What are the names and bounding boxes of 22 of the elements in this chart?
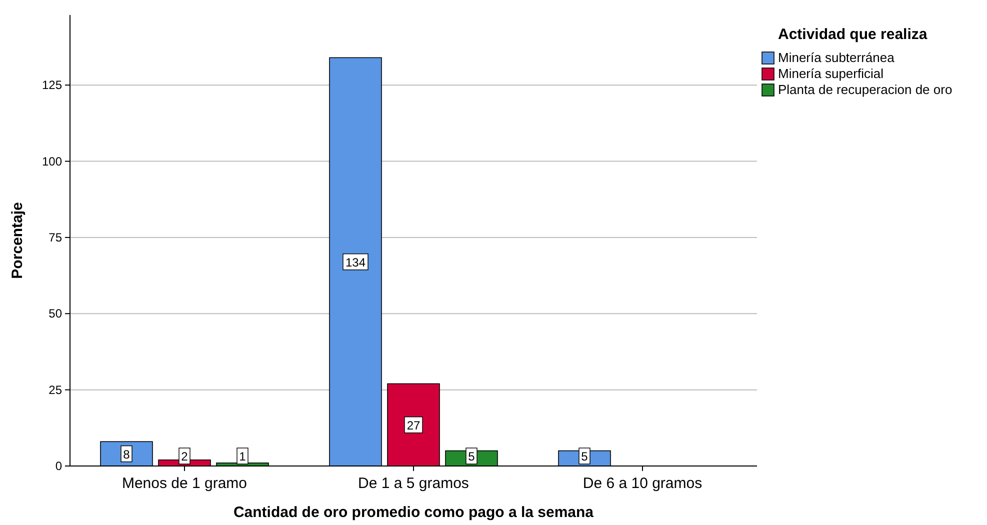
legend-label: Minería subterránea bbox=[778, 50, 896, 65]
legend-label: Planta de recuperacion de oro bbox=[778, 82, 952, 97]
legend-title: Actividad que realiza bbox=[778, 26, 928, 43]
x-tick-label: De 1 a 5 gramos bbox=[358, 475, 469, 492]
data-label: 5 bbox=[468, 450, 476, 464]
x-tick-label: De 6 a 10 gramos bbox=[582, 475, 702, 492]
y-tick-label: 0 bbox=[55, 459, 62, 473]
data-label: 8 bbox=[123, 447, 130, 462]
data-label: 2 bbox=[181, 450, 188, 464]
y-tick-label: 75 bbox=[48, 230, 62, 244]
x-axis-title: Cantidad de oro promedio como pago a la semana bbox=[233, 504, 594, 521]
data-label: 134 bbox=[345, 255, 366, 270]
y-tick-label: 50 bbox=[48, 306, 62, 321]
y-tick-label: 25 bbox=[48, 382, 62, 397]
data-label: 1 bbox=[239, 450, 246, 464]
y-tick-label: 125 bbox=[42, 78, 62, 92]
legend-label: Minería superficial bbox=[778, 66, 884, 81]
y-axis-title: Porcentaje bbox=[9, 202, 26, 279]
data-label: 5 bbox=[581, 450, 588, 464]
x-tick-label: Menos de 1 gramo bbox=[122, 475, 248, 492]
y-tick-label: 100 bbox=[42, 154, 62, 168]
data-label: 27 bbox=[406, 418, 420, 432]
